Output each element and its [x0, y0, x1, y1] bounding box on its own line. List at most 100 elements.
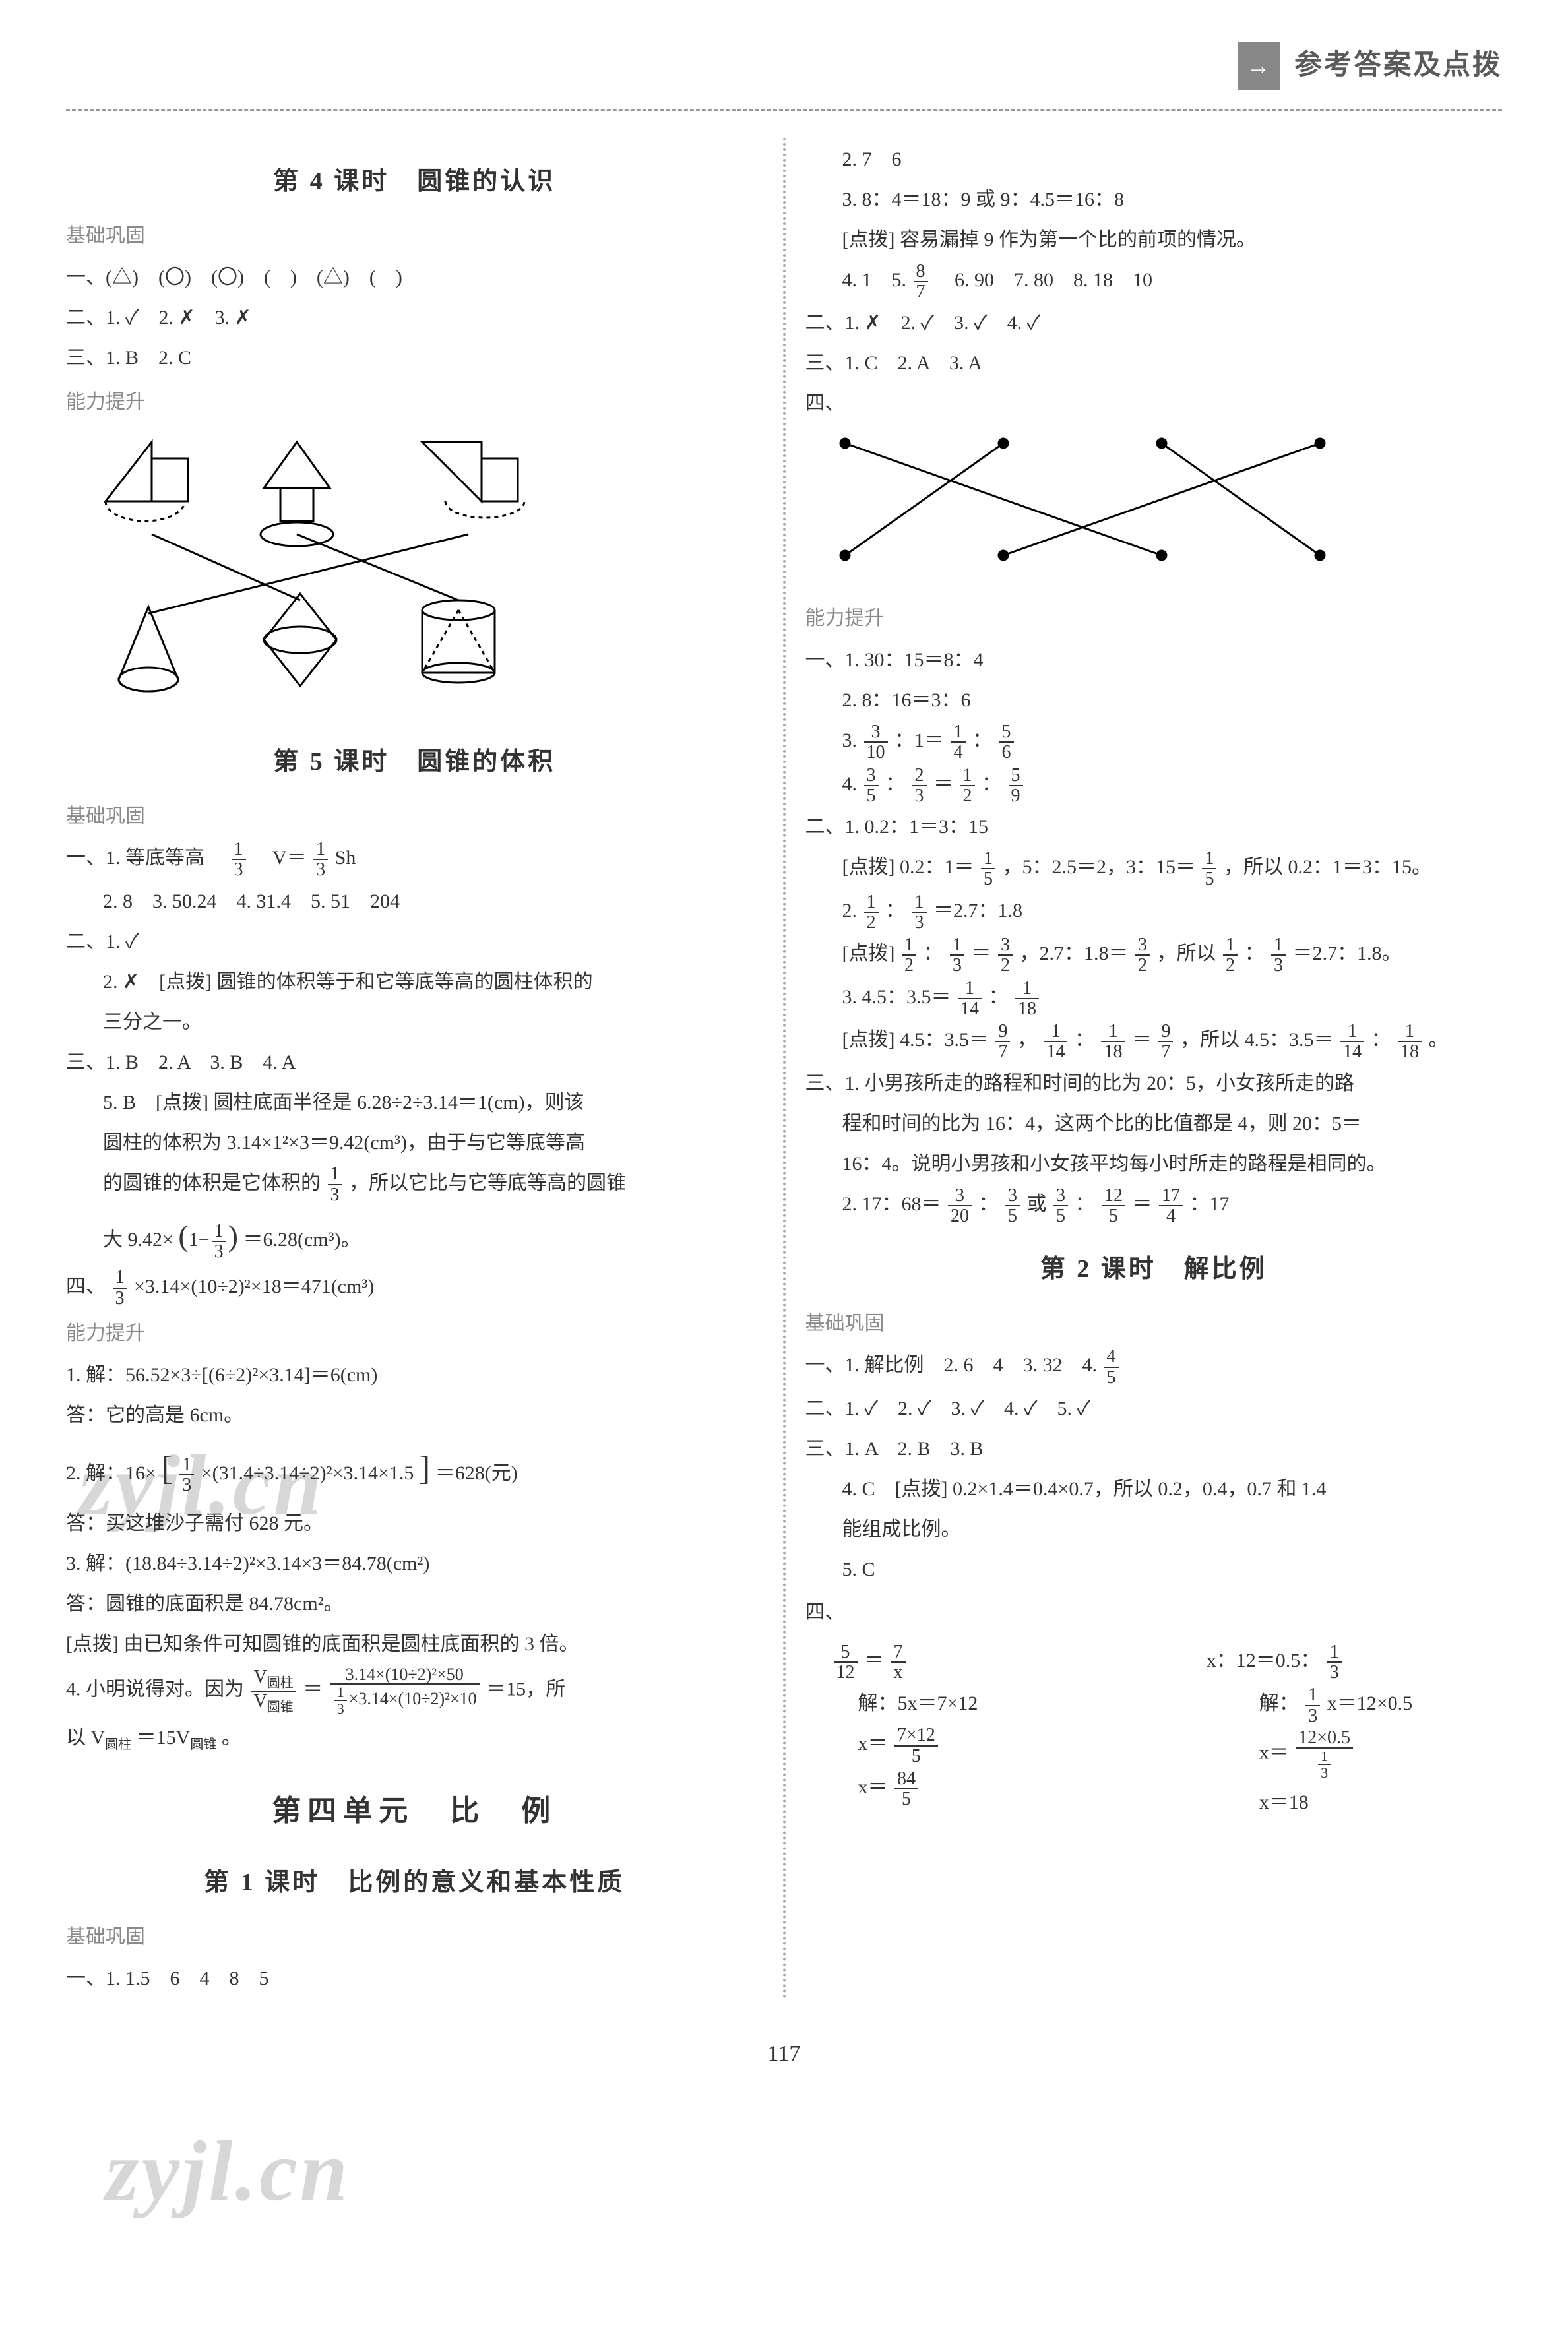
frac-4-5: 45 [1102, 1347, 1121, 1387]
rc-b1pc: ，所以 0.2：1＝3：15。 [1224, 856, 1431, 878]
rc-c1b: 程和时间的比为 16：4，这两个比的比值都是 4，则 20：5＝ [805, 1105, 1503, 1142]
l5-e1b: 答：它的高是 6cm。 [66, 1396, 763, 1434]
frac-8-7: 87 [912, 262, 930, 302]
frac-5-12: 512 [832, 1642, 860, 1683]
rc-b2pe: ，所以 [1156, 943, 1221, 964]
l2-c3: 5. C [805, 1551, 1503, 1588]
l5-e2d: 答：买这堆沙子需付 628 元。 [66, 1505, 763, 1542]
rc-a3b: ：1＝ [894, 730, 944, 751]
frac-vcyl-vcone: V圆柱V圆锥 [249, 1667, 298, 1714]
rc-b3pe: ，所以 4.5：3.5＝ [1180, 1029, 1334, 1051]
p1c: x：12＝0.5： [1207, 1650, 1321, 1671]
rc-b2p: [点拨] 12 ： 13 ＝ 32 ，2.7：1.8＝ 32 ，所以 12 ： … [805, 935, 1503, 976]
column-divider [783, 138, 786, 2000]
l5-b1: 二、1. ✓ [66, 923, 763, 960]
lesson2-title: 第 2 课时 解比例 [805, 1245, 1503, 1293]
rc-b2b: ： [885, 900, 905, 921]
l2-b1: 二、1. ✓ 2. ✓ 3. ✓ 4. ✓ 5. ✓ [805, 1390, 1503, 1427]
rc-a1: 一、1. 30：15＝8：4 [805, 641, 1503, 679]
l5-e4a: 4. 小明说得对。因为 [66, 1679, 244, 1700]
l5-d1a: 四、 [66, 1276, 106, 1297]
unit4-title: 第四单元 比 例 [66, 1784, 763, 1839]
frac-1-4: 14 [949, 722, 968, 762]
rc-c2c: 或 [1027, 1193, 1052, 1215]
r-top3b: 6. 90 7. 80 8. 18 10 [935, 269, 1152, 291]
rc-c2f: ：17 [1190, 1193, 1230, 1215]
s1c-txt: x＝ [858, 1776, 888, 1798]
l2-d0: 四、 [805, 1594, 845, 1631]
l5-e4c: 以 V圆柱 ＝15V圆锥 。 [66, 1719, 763, 1757]
frac-12x05-13: 12×0.5 13 [1294, 1728, 1355, 1781]
l5-c2e: 大 9.42× (1−13) ＝6.28(cm³)。 [66, 1207, 763, 1264]
l5-e4c3: 。 [222, 1727, 241, 1749]
l5-c1: 三、1. B 2. A 3. B 4. A [66, 1043, 763, 1081]
rc-a3c: ： [972, 730, 992, 751]
l5-d1: 四、 13 ×3.14×(10÷2)²×18＝471(cm³) [66, 1268, 763, 1309]
l5-e1: 1. 解：56.52×3÷[(6÷2)²×3.14]＝6(cm) [66, 1356, 763, 1394]
rc-c1c: 16：4。说明小男孩和小女孩平均每小时所走的路程是相同的。 [805, 1145, 1503, 1183]
watermark-2: zyjl.cn [106, 2090, 350, 2253]
header-arrow-icon: → [1238, 42, 1280, 90]
frac-1-14a: 114 [956, 979, 984, 1019]
l5-e3b: 答：圆锥的底面积是 84.78cm²。 [66, 1585, 763, 1623]
frac-9-7a: 97 [993, 1022, 1012, 1062]
frac-1-14b: 114 [1042, 1022, 1069, 1062]
s2b-txt: x＝ [1259, 1742, 1289, 1764]
s1b-txt: x＝ [858, 1733, 888, 1755]
s2a2: x＝12×0.5 [1327, 1692, 1412, 1714]
frac-1-18c: 118 [1396, 1022, 1424, 1062]
frac-1-5b: 15 [1200, 849, 1218, 889]
rc-b2pa: [点拨] [842, 943, 900, 964]
l2-c1: 三、1. A 2. B 3. B [805, 1430, 1503, 1468]
rc-b2pc: ＝ [971, 943, 991, 964]
frac-e4-top: 3.14×(10÷2)²×50 [330, 1665, 480, 1685]
page-columns: 第 4 课时 圆锥的认识 基础巩固 一、(△) (〇) (〇) ( ) (△) … [66, 138, 1502, 2000]
rc-c2e: ＝ [1133, 1193, 1152, 1215]
rc-b3a: 3. 4.5：3.5＝ [842, 986, 951, 1008]
rc-b3pg: 。 [1428, 1029, 1448, 1051]
l4-ability-label: 能力提升 [66, 383, 763, 421]
l5-c2c: 的圆锥的体积是它体积的 13 ，所以它比与它等底等高的圆锥 [66, 1164, 763, 1205]
r-top0: 2. 7 6 [805, 140, 1503, 178]
frac-3-10: 310 [862, 722, 890, 762]
frac-1-3b: 13 [311, 840, 330, 880]
lesson4-title: 第 4 课时 圆锥的认识 [66, 158, 763, 205]
frac-1-3k: 13 [1325, 1642, 1344, 1683]
l5-a1b: V＝ [253, 847, 307, 869]
rc-b1pa: [点拨] 0.2：1＝ [842, 856, 974, 878]
l4-q2: 二、1. ✓ 2. ✗ 3. ✗ [66, 299, 763, 336]
page-number: 117 [66, 2033, 1502, 2076]
frac-1-3j: 13 [1269, 935, 1288, 976]
frac-1-5a: 15 [979, 849, 997, 889]
r-top2: [点拨] 容易漏掉 9 作为第一个比的前项的情况。 [805, 221, 1503, 259]
frac-3-5a: 35 [862, 766, 881, 806]
l5-c2e-txt: 大 9.42× [103, 1229, 173, 1251]
rc-b1: 二、1. 0.2：1＝3：15 [805, 808, 1503, 846]
p1-eq: 512 ＝ 7x [805, 1642, 1101, 1683]
l4-q1: 一、(△) (〇) (〇) ( ) (△) ( ) [66, 259, 763, 296]
frac-e4-bot: ×3.14×(10÷2)²×10 [349, 1689, 477, 1708]
l5-a1c: Sh [335, 847, 356, 869]
header-divider [66, 109, 1502, 111]
rc-a4c: ＝ [933, 773, 953, 795]
frac-3-20: 320 [946, 1186, 974, 1226]
l5-c2c-txt: 的圆锥的体积是它体积的 [103, 1172, 321, 1194]
l2-basic-label: 基础巩固 [805, 1305, 1503, 1342]
l5-e2b: ×(31.4÷3.14÷2)²×3.14×1.5 [201, 1462, 414, 1484]
frac-1-2c: 12 [900, 935, 918, 976]
l5-d1b: ×3.14×(10÷2)²×18＝471(cm³) [134, 1276, 374, 1297]
rc-a4b: ： [885, 773, 905, 795]
l5-c2d: ，所以它比与它等底等高的圆锥 [349, 1172, 626, 1194]
l5-a1a: 一、1. 等底等高 [66, 847, 224, 869]
frac-1-3i: 13 [948, 935, 966, 976]
s2a-txt: 解： [1259, 1692, 1299, 1714]
rc-b1pb: ，5：2.5＝2，3：15＝ [1002, 856, 1195, 878]
l5-a1: 一、1. 等底等高 13 V＝ 13 Sh [66, 839, 763, 880]
rc-a3a: 3. [842, 730, 862, 751]
r-top6: 四、 [805, 385, 1503, 422]
rc-c2a: 2. 17：68＝ [842, 1193, 941, 1215]
solve-col-1: 512 ＝ 7x 解：5x＝7×12 x＝ 7×125 x＝ 845 [805, 1639, 1101, 1824]
lesson5-title: 第 5 课时 圆锥的体积 [66, 738, 763, 786]
s1b: x＝ 7×125 [805, 1725, 1101, 1766]
l5-e4b: ＝15，所 [486, 1679, 565, 1700]
